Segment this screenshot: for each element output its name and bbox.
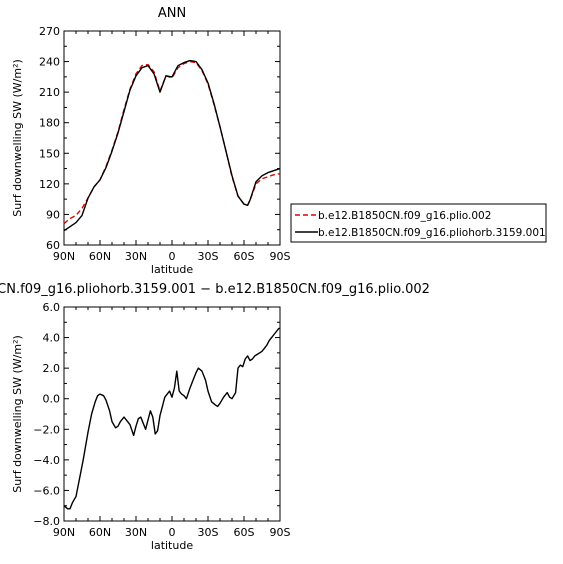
y-tick-label: 2.0	[43, 362, 61, 375]
x-tick-label: 60N	[89, 250, 111, 263]
x-tick-label: 60N	[89, 526, 111, 539]
x-tick-label: 0	[169, 250, 176, 263]
x-axis-label: latitude	[151, 263, 193, 276]
x-tick-label: 30N	[125, 526, 147, 539]
x-tick-label: 30S	[198, 250, 219, 263]
y-tick-label: 60	[46, 239, 60, 252]
y-tick-label: 150	[39, 147, 60, 160]
y-tick-label: 210	[39, 86, 60, 99]
y-tick-label: 120	[39, 178, 60, 191]
series-line-2	[63, 59, 281, 232]
y-tick-label: −8.0	[33, 515, 60, 528]
y-tick-label: 4.0	[43, 332, 61, 345]
x-tick-label: 90S	[270, 250, 291, 263]
series-line-1	[63, 60, 281, 225]
y-tick-label: −4.0	[33, 454, 60, 467]
x-tick-label: 90S	[270, 526, 291, 539]
y-axis-label: Surf downwelling SW (W/m²)	[11, 59, 24, 217]
chart-1: 90N 60N 30N 0 30S 60S 90S 60 90 120 150 180 210 240 27…	[11, 6, 547, 276]
x-tick-label: 30N	[125, 250, 147, 263]
chart-title: ANN	[158, 6, 186, 21]
y-tick-label: 90	[46, 208, 60, 221]
legend: b.e12.B1850CN.f09_g16.plio.002 b.e12.B185…	[290, 203, 547, 243]
y-tick-label: −2.0	[33, 423, 60, 436]
legend-box	[290, 203, 547, 243]
chart-title: b.e12.B1850CN.f09_g16.pliohorb.3159.001 …	[0, 282, 430, 297]
x-tick-label: 60S	[234, 250, 255, 263]
legend-label-2: b.e12.B1850CN.f09_g16.pliohorb.3159.001	[318, 227, 546, 239]
x-tick-label: 60S	[234, 526, 255, 539]
y-tick-label: 0.0	[43, 393, 61, 406]
x-tick-label: 90N	[53, 526, 75, 539]
y-tick-label: 240	[39, 56, 60, 69]
x-tick-label: 0	[169, 526, 176, 539]
y-tick-label: 6.0	[43, 301, 61, 314]
x-axis-label: latitude	[151, 539, 193, 552]
y-tick-label: 270	[39, 25, 60, 38]
y-axis-label: Surf downwelling SW (W/m²)	[11, 335, 24, 493]
chart-2: 90N 60N 30N 0 30S 60S 90S −8.0 −6.0 −4.0 −2.0 0.0 2.…	[0, 282, 430, 552]
legend-label-1: b.e12.B1850CN.f09_g16.plio.002	[318, 210, 491, 222]
x-tick-label: 30S	[198, 526, 219, 539]
y-tick-label: 180	[39, 117, 60, 130]
series-line-1	[63, 327, 280, 510]
x-tick-label: 90N	[53, 250, 75, 263]
plot-frame	[63, 306, 281, 522]
plot-frame	[63, 30, 281, 246]
y-tick-label: −6.0	[33, 484, 60, 497]
